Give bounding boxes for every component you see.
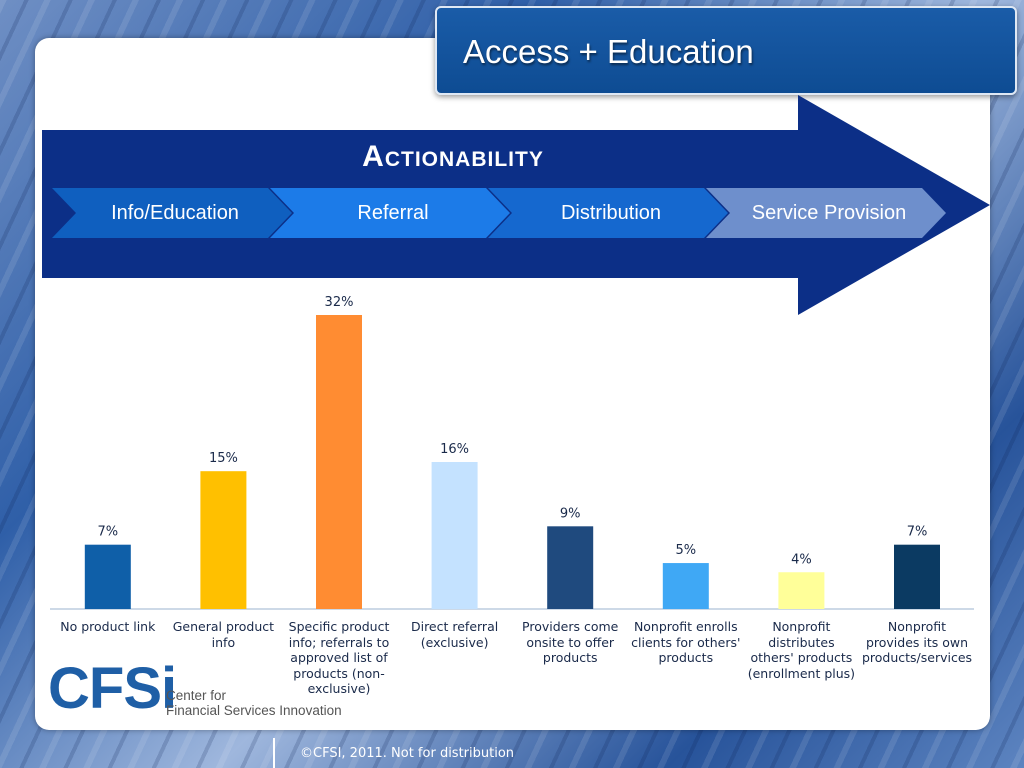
slide-title: Access + Education <box>463 33 754 70</box>
category-label-4: Direct referral (exclusive) <box>410 619 499 650</box>
banner-heading: Actionability <box>362 140 544 173</box>
category-label-5: Providers come onsite to offer products <box>522 619 619 665</box>
bar-5 <box>547 526 594 609</box>
bar-2 <box>200 471 247 609</box>
stage-chevron-distribution <box>488 188 728 238</box>
bar-4 <box>431 462 478 609</box>
bar-value-label-5: 9% <box>560 506 581 521</box>
bar-value-label-4: 16% <box>440 442 469 457</box>
bar-value-label-7: 4% <box>791 552 812 567</box>
category-label-1: No product link <box>60 619 156 634</box>
stage-label-service-provision: Service Provision <box>751 201 907 224</box>
bar-value-label-1: 7% <box>97 525 118 540</box>
stage-label-distribution: Distribution <box>560 201 662 224</box>
stage-label-info-education: Info/Education <box>111 201 239 224</box>
footer-copyright: ©CFSI, 2011. Not for distribution <box>300 746 515 761</box>
title-box: Access + Education <box>435 6 1017 95</box>
bar-6 <box>662 563 709 609</box>
stage-chevron-service-provision <box>706 188 946 238</box>
logo-line-1: Center for <box>166 688 227 703</box>
stage-chevron-info-education <box>52 188 292 238</box>
logo-line-2: Financial Services Innovation <box>166 703 342 718</box>
category-label-3: Specific product info; referrals to appr… <box>288 619 390 696</box>
category-label-7: Nonprofit distributes others' products (… <box>747 619 856 681</box>
bar-3 <box>316 315 362 609</box>
footer-divider <box>273 738 275 768</box>
category-label-8: Nonprofit provides its own products/serv… <box>861 619 973 665</box>
bar-value-label-8: 7% <box>907 525 928 540</box>
stage-chevron-referral <box>270 188 510 238</box>
category-label-2: General product info <box>172 619 275 650</box>
logo-subtitle: Center for Financial Services Innovation <box>166 688 342 718</box>
cfsi-logo: CFSi Center for Financial Services Innov… <box>48 660 348 720</box>
bar-value-label-6: 5% <box>675 543 696 558</box>
bar-1 <box>84 544 131 609</box>
logo-mark: CFSi <box>48 656 177 721</box>
bar-value-label-3: 32% <box>325 295 354 310</box>
stage-label-referral: Referral <box>357 201 429 224</box>
bar-7 <box>778 572 825 609</box>
category-label-6: Nonprofit enrolls clients for others' pr… <box>631 619 741 665</box>
bar-8 <box>894 544 940 609</box>
bar-value-label-2: 15% <box>209 451 238 466</box>
